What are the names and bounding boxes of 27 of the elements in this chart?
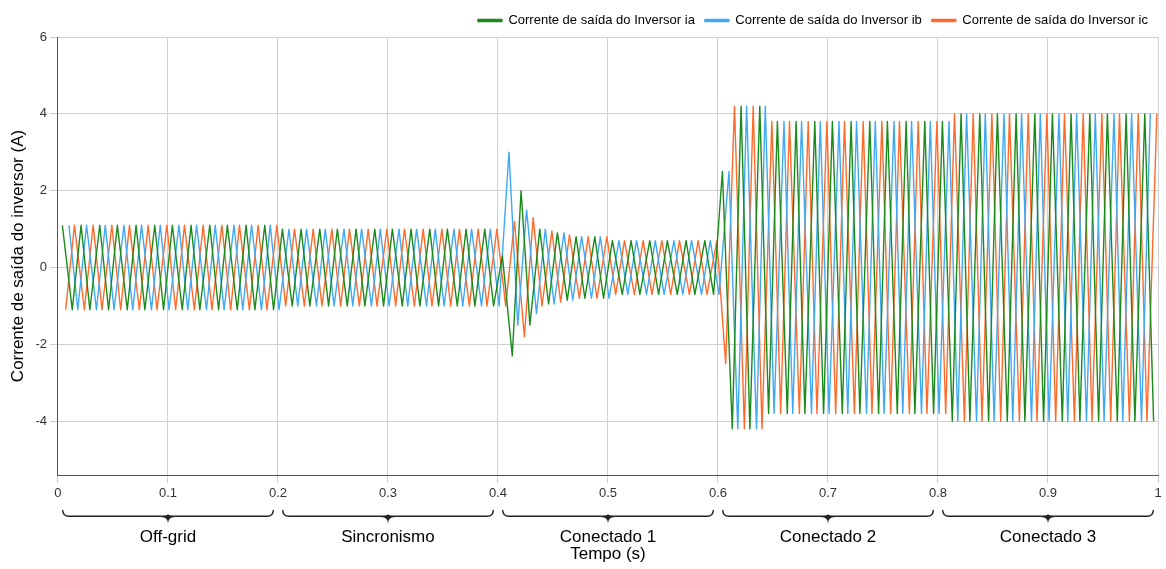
x-tick-label: 0.9 [1038,485,1058,501]
x-tick-label: 0.6 [708,485,728,501]
x-tick-label: 0.5 [598,485,618,501]
x-axis-title: Tempo (s) [570,544,646,564]
legend-label: Corrente de saída do Inversor ia [508,12,696,28]
text: Conectado 2 [779,527,877,547]
x-tick-label: 0.1 [158,485,177,501]
y-tick-label: -2 [35,335,47,351]
text: Off-grid [139,527,197,547]
x-tick-label: 0.7 [818,485,838,501]
y-tick-label: 0 [39,259,47,275]
y-tick-label: 6 [39,28,47,44]
x-tick-label: 0.2 [268,485,288,501]
y-tick-label: 2 [39,182,47,198]
x-tick-label: 0 [54,485,62,501]
y-tick-label: -4 [35,412,47,428]
x-tick-label: 0.3 [378,485,398,501]
x-tick-label: 1 [1154,485,1162,501]
legend-label: Corrente de saída do Inversor ic [962,12,1149,28]
y-axis-title: Corrente de saída do inversor (A) [7,129,27,383]
text: Sincronismo [341,527,435,547]
text: Conectado 1 [559,527,657,547]
legend-label: Corrente de saída do Inversor ib [735,12,922,28]
text: Conectado 3 [999,527,1097,547]
x-tick-label: 0.4 [488,485,508,501]
x-tick-label: 0.8 [928,485,948,501]
y-tick-label: 4 [39,105,47,121]
